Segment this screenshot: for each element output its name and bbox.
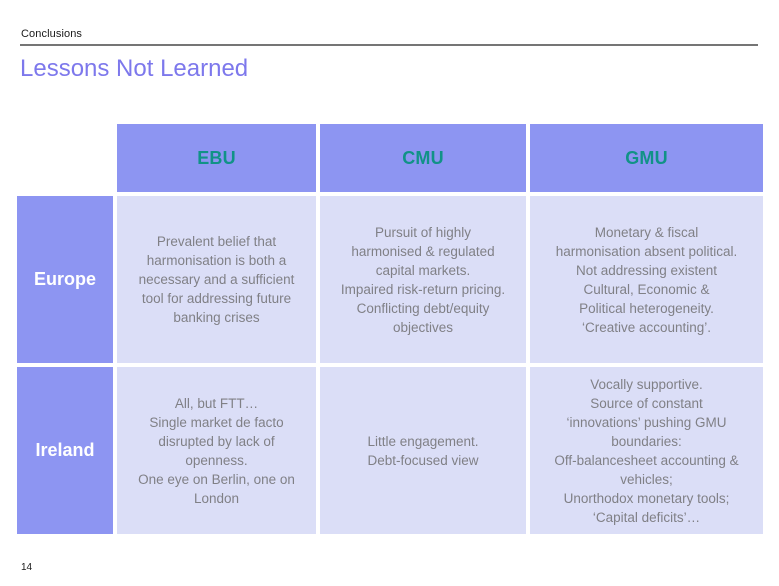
cell-europe-ebu: Prevalent belief that harmonisation is b… <box>117 196 316 363</box>
row-header-ireland: Ireland <box>17 367 113 534</box>
page-title: Lessons Not Learned <box>20 55 249 82</box>
cell-europe-gmu: Monetary & fiscal harmonisation absent p… <box>530 196 763 363</box>
cell-ireland-gmu: Vocally supportive. Source of constant ‘… <box>530 367 763 534</box>
comparison-table: EBU CMU GMU Europe Prevalent belief that… <box>17 124 763 534</box>
column-header-cmu: CMU <box>320 124 526 192</box>
row-header-europe: Europe <box>17 196 113 363</box>
page-number: 14 <box>21 562 33 573</box>
header-divider-line <box>20 44 758 46</box>
cell-ireland-cmu: Little engagement. Debt-focused view <box>320 367 526 534</box>
table-corner-cell <box>17 124 113 192</box>
cell-europe-cmu: Pursuit of highly harmonised & regulated… <box>320 196 526 363</box>
column-header-ebu: EBU <box>117 124 316 192</box>
column-header-gmu: GMU <box>530 124 763 192</box>
section-eyebrow: Conclusions <box>21 28 83 40</box>
cell-ireland-ebu: All, but FTT… Single market de facto dis… <box>117 367 316 534</box>
